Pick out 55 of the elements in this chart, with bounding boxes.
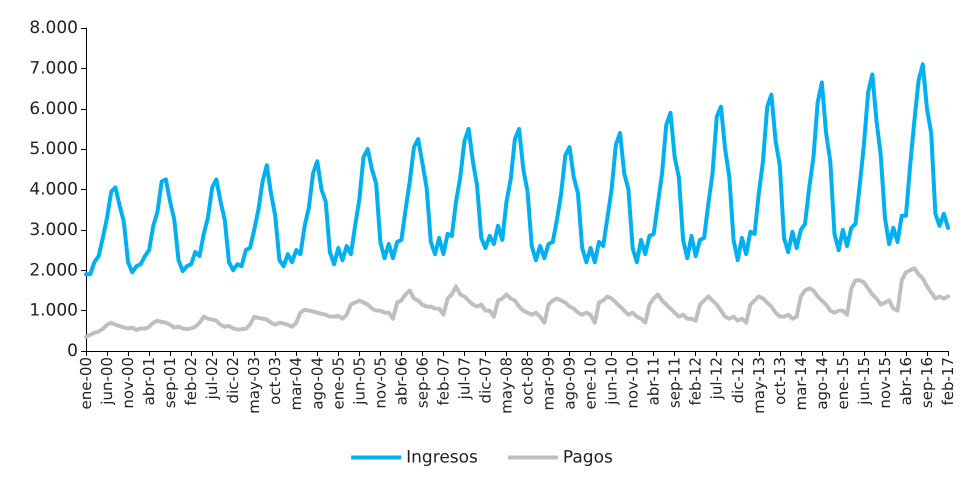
x-tick-label: may-03: [245, 357, 264, 414]
y-tick-label: 8.000: [29, 18, 78, 38]
x-tick-label: dic-02: [224, 357, 242, 404]
y-tick-label: 7.000: [29, 58, 78, 78]
y-tick-label: 6.000: [29, 98, 78, 119]
y-tick-label: 2.000: [29, 260, 78, 280]
x-tick-label: abr-01: [140, 357, 158, 406]
x-tick-label: sep-11: [666, 357, 684, 408]
y-tick-label: 5.000: [29, 139, 78, 160]
x-tick-label: dic-07: [476, 357, 494, 404]
x-tick-label: mar-04: [287, 357, 306, 411]
x-tick-label: abr-11: [644, 357, 663, 406]
x-tick-label: sep-01: [161, 357, 180, 408]
x-tick-label: dic-12: [728, 357, 747, 404]
y-tick-label: 4.000: [29, 180, 78, 200]
x-tick-label: ago-04: [308, 357, 326, 410]
x-tick-label: jul-07: [455, 357, 474, 400]
x-tick-label: oct-03: [266, 357, 284, 405]
x-tick-label: nov-10: [624, 357, 642, 409]
x-tick-label: ene-05: [329, 357, 348, 410]
y-tick-label: 3.000: [29, 220, 78, 240]
x-tick-label: jun-00: [98, 357, 116, 406]
x-tick-label: nov-00: [119, 357, 138, 409]
x-tick-label: ene-10: [582, 357, 600, 410]
x-tick-label: may-08: [497, 357, 516, 414]
line-series: [84, 266, 950, 339]
x-tick-label: abr-16: [896, 357, 915, 406]
x-tick-label: jul-02: [203, 357, 222, 400]
x-tick-label: ago-14: [812, 357, 831, 410]
x-tick-label: oct-08: [518, 357, 537, 405]
x-tick-label: feb-12: [686, 357, 705, 406]
x-tick-label: jun-15: [854, 357, 873, 406]
x-tick-label: jun-10: [602, 357, 621, 406]
line-series: [84, 62, 950, 276]
x-tick-label: feb-07: [434, 357, 452, 406]
y-tick-label: 0: [67, 341, 78, 361]
x-tick-label: jun-05: [350, 357, 368, 406]
y-tick-label: 1.000: [29, 300, 78, 321]
legend-label: Pagos: [562, 448, 614, 468]
x-tick-label: ene-00: [77, 357, 95, 410]
x-tick-label: ene-15: [834, 357, 852, 410]
x-tick-label: nov-15: [876, 357, 894, 409]
x-tick-label: sep-16: [918, 357, 936, 408]
x-tick-label: mar-14: [792, 357, 810, 411]
x-tick-label: nov-05: [371, 357, 390, 409]
legend-label: Ingresos: [406, 448, 478, 468]
x-tick-label: feb-02: [182, 357, 200, 406]
x-tick-label: mar-09: [540, 357, 558, 411]
x-tick-label: sep-06: [413, 357, 432, 408]
x-tick-label: abr-06: [392, 357, 410, 406]
x-tick-label: may-13: [750, 357, 768, 414]
x-tick-label: oct-13: [770, 357, 789, 405]
x-tick-label: feb-17: [939, 357, 957, 406]
x-tick-label: jul-12: [708, 357, 726, 400]
x-tick-label: ago-09: [560, 357, 579, 410]
